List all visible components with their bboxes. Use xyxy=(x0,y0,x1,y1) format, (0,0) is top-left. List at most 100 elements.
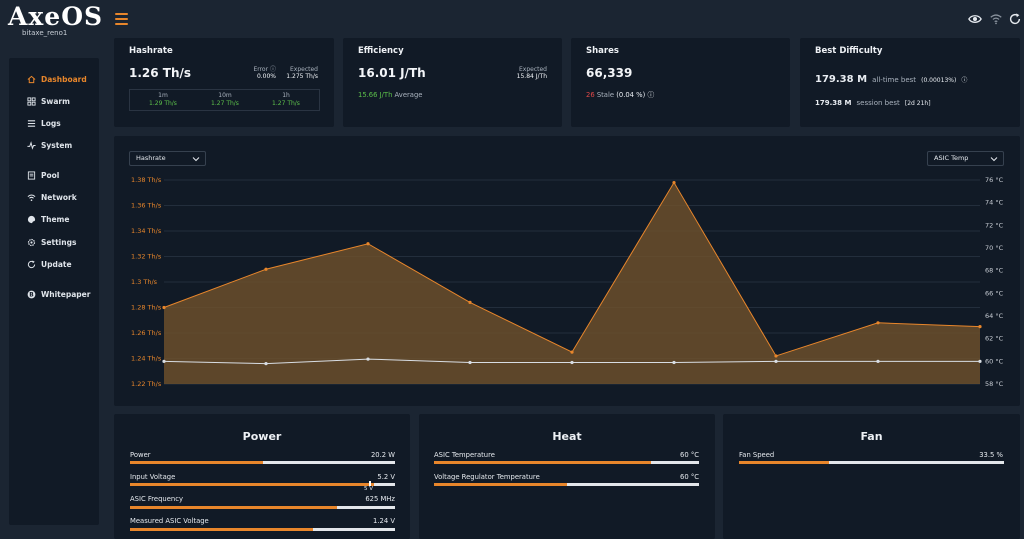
sidebar: Dashboard Swarm Logs System Pool Network… xyxy=(9,58,99,525)
app-logo: AxeOS xyxy=(8,2,104,31)
sidebar-item-label: Dashboard xyxy=(41,74,87,84)
sidebar-item-swarm[interactable]: Swarm xyxy=(27,94,70,108)
nominal-voltage-marker xyxy=(369,481,371,486)
power-label: Power xyxy=(130,451,151,459)
session-best: 179.38 M session best [2d 21h] xyxy=(815,90,931,109)
fan-title: Fan xyxy=(860,430,883,443)
expected-label: Expected xyxy=(519,66,547,73)
best-difficulty-title: Best Difficulty xyxy=(815,46,883,56)
shares-title: Shares xyxy=(586,46,619,56)
chevron-down-icon xyxy=(192,157,200,162)
session-duration: [2d 21h] xyxy=(904,100,931,107)
wifi-icon xyxy=(27,194,36,201)
asic-frequency-label: ASIC Frequency xyxy=(130,495,183,503)
shares-card xyxy=(571,38,790,127)
info-icon[interactable]: ⓘ xyxy=(269,66,276,73)
power-title: Power xyxy=(242,430,282,443)
left-axis-tick-label: 1.38 Th/s xyxy=(131,176,162,184)
sidebar-item-system[interactable]: System xyxy=(27,138,72,152)
asic-temp-point xyxy=(978,359,982,363)
session-value: 179.38 M xyxy=(815,99,852,107)
hashrate-point xyxy=(672,180,676,185)
expected-label: Expected xyxy=(290,66,318,73)
right-axis-tick-label: 70 °C xyxy=(985,244,1004,252)
heat-title: Heat xyxy=(552,430,582,443)
sidebar-item-whitepaper[interactable]: B Whitepaper xyxy=(27,287,90,301)
sidebar-item-label: Update xyxy=(41,259,72,269)
home-icon xyxy=(27,75,36,83)
session-label: session best xyxy=(856,99,900,107)
logs-icon xyxy=(27,119,36,127)
efficiency-value: 16.01 J/Th xyxy=(358,66,426,80)
sidebar-item-pool[interactable]: Pool xyxy=(27,168,59,182)
sidebar-item-label: Pool xyxy=(41,170,60,180)
asic-temp-point xyxy=(774,359,778,363)
wifi-icon[interactable] xyxy=(989,12,1003,26)
error-label: Error xyxy=(253,66,269,73)
asic-voltage-value: 1.24 V xyxy=(373,517,395,525)
eye-icon[interactable] xyxy=(968,12,982,26)
all-time-label: all-time best xyxy=(872,76,917,84)
sidebar-item-settings[interactable]: Settings xyxy=(27,235,76,249)
left-axis-tick-label: 1.22 Th/s xyxy=(131,380,162,388)
power-value: 20.2 W xyxy=(370,451,395,459)
nominal-voltage-label: 5 V xyxy=(364,486,374,492)
sidebar-item-update[interactable]: Update xyxy=(27,257,72,271)
avg-label: 10m xyxy=(218,92,232,99)
sidebar-item-label: Whitepaper xyxy=(41,289,91,299)
info-icon[interactable]: ⓘ xyxy=(961,77,968,84)
hashrate-card xyxy=(114,38,334,127)
hashrate-area xyxy=(164,182,980,384)
fan-speed-label: Fan Speed xyxy=(739,451,775,459)
average-value: 15.66 J/Th xyxy=(358,91,393,99)
sidebar-item-logs[interactable]: Logs xyxy=(27,116,61,130)
swarm-icon xyxy=(27,96,36,106)
hashrate-point xyxy=(264,267,268,271)
left-series-select[interactable]: Hashrate xyxy=(129,151,206,166)
asic-temp-point xyxy=(162,359,166,363)
palette-icon xyxy=(27,215,36,223)
efficiency-card xyxy=(343,38,562,127)
right-axis-tick-label: 68 °C xyxy=(985,267,1004,275)
hashrate-point xyxy=(468,300,472,304)
right-axis-tick-label: 58 °C xyxy=(985,380,1004,388)
menu-icon[interactable] xyxy=(115,13,128,25)
right-axis-tick-label: 66 °C xyxy=(985,289,1004,297)
refresh-icon[interactable] xyxy=(1008,12,1022,26)
vr-temperature-label: Voltage Regulator Temperature xyxy=(434,473,540,481)
svg-text:B: B xyxy=(29,292,34,298)
shares-stale: 26 Stale (0.04 %) ⓘ xyxy=(586,89,654,99)
left-axis-tick-label: 1.28 Th/s xyxy=(131,304,162,312)
bitcoin-icon: B xyxy=(27,290,36,298)
pool-icon xyxy=(27,170,36,180)
sidebar-item-label: Settings xyxy=(41,237,77,247)
avg-value: 1.29 Th/s xyxy=(149,100,177,107)
fan-panel: Fan xyxy=(723,414,1020,539)
hashrate-title: Hashrate xyxy=(129,46,173,56)
vr-temperature-bar xyxy=(434,483,699,486)
left-axis-tick-label: 1.26 Th/s xyxy=(131,329,162,337)
expected-value: 1.275 Th/s xyxy=(286,73,318,80)
info-icon[interactable]: ⓘ xyxy=(647,91,655,99)
sidebar-item-dashboard[interactable]: Dashboard xyxy=(27,72,87,86)
power-bar xyxy=(130,461,395,464)
sidebar-item-network[interactable]: Network xyxy=(27,190,77,204)
asic-voltage-label: Measured ASIC Voltage xyxy=(130,517,209,525)
right-series-select[interactable]: ASIC Temp xyxy=(927,151,1004,166)
hashrate-point xyxy=(978,325,982,329)
hashrate-error: Error ⓘ 0.00% xyxy=(246,66,276,80)
pulse-icon xyxy=(27,140,36,150)
avg-10m: 10m 1.27 Th/s xyxy=(200,92,250,108)
hashrate-point xyxy=(876,321,880,325)
select-value: Hashrate xyxy=(136,154,166,162)
all-time-best: 179.38 M all-time best (0.00013%) ⓘ xyxy=(815,67,967,86)
sidebar-item-theme[interactable]: Theme xyxy=(27,212,69,226)
asic-temperature-value: 60 °C xyxy=(680,451,699,459)
power-panel: Power xyxy=(114,414,410,539)
asic-voltage-bar xyxy=(130,528,395,531)
heat-panel: Heat xyxy=(419,414,715,539)
input-voltage-value: 5.2 V xyxy=(377,473,395,481)
avg-1m: 1m 1.29 Th/s xyxy=(138,92,188,108)
stale-pct: (0.04 %) xyxy=(616,91,646,99)
asic-temp-point xyxy=(876,359,880,363)
